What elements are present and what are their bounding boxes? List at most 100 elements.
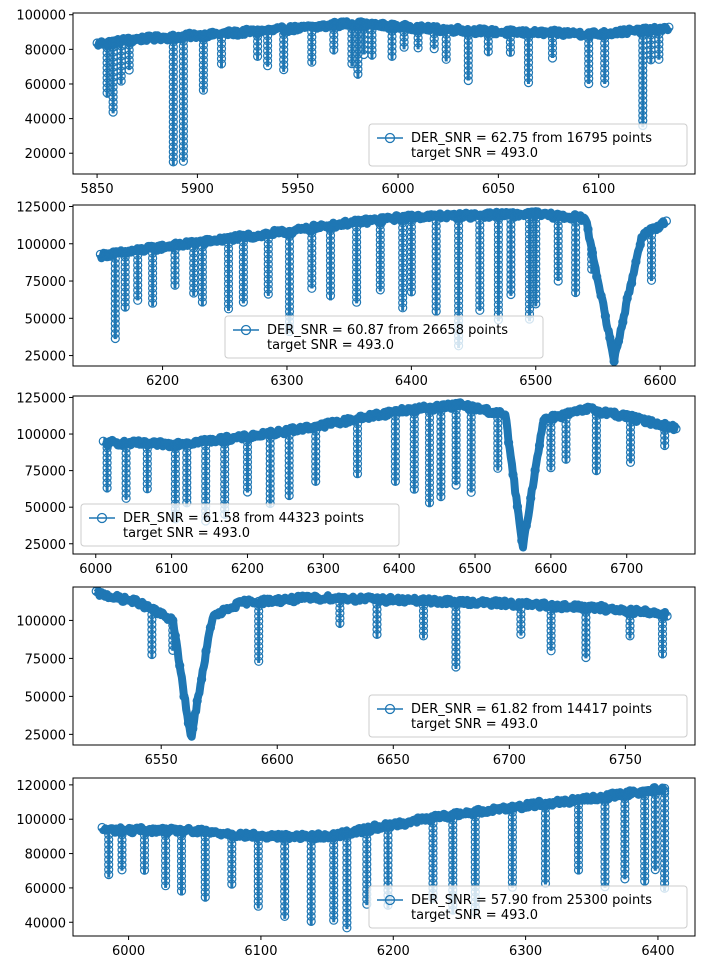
data-point xyxy=(316,21,326,31)
data-point xyxy=(117,596,128,606)
data-point xyxy=(353,44,363,54)
data-point xyxy=(201,481,211,491)
x-tick-label: 6050 xyxy=(482,182,515,197)
data-point xyxy=(242,437,253,447)
data-point xyxy=(470,837,480,847)
data-point xyxy=(244,829,254,840)
data-point xyxy=(622,410,633,420)
data-point xyxy=(657,649,668,659)
data-point xyxy=(466,457,476,467)
data-point xyxy=(383,840,393,850)
data-point xyxy=(600,48,610,58)
data-point xyxy=(436,417,446,427)
data-point xyxy=(102,68,112,78)
data-point xyxy=(622,293,632,303)
data-point xyxy=(564,798,575,808)
data-point xyxy=(145,824,155,835)
data-point xyxy=(201,446,211,456)
data-point xyxy=(620,804,630,814)
data-point xyxy=(352,439,363,449)
data-point xyxy=(600,43,610,53)
data-point xyxy=(201,471,211,481)
data-point xyxy=(92,38,102,48)
absorption-line-2 xyxy=(121,438,131,503)
data-point xyxy=(581,652,591,663)
absorption-line-18 xyxy=(431,211,441,316)
data-point xyxy=(120,302,130,312)
data-point xyxy=(570,252,581,263)
data-point xyxy=(335,593,345,603)
data-point xyxy=(265,448,275,459)
data-point xyxy=(182,463,192,473)
data-point xyxy=(142,459,152,469)
data-point xyxy=(584,53,594,64)
data-point xyxy=(657,639,668,649)
data-point xyxy=(600,797,610,807)
data-point xyxy=(352,247,362,257)
data-point xyxy=(363,592,374,602)
data-point xyxy=(117,855,127,865)
data-point xyxy=(650,794,660,805)
data-point xyxy=(200,877,210,887)
data-point xyxy=(324,593,334,603)
data-point xyxy=(142,474,152,484)
data-point xyxy=(352,414,363,424)
data-point xyxy=(657,644,668,654)
data-point xyxy=(352,267,362,277)
data-point xyxy=(424,438,435,448)
data-point xyxy=(399,42,409,52)
data-point xyxy=(517,535,527,546)
absorption-line-14 xyxy=(352,217,362,307)
y-tick-label: 60000 xyxy=(25,882,66,897)
data-point xyxy=(441,49,451,59)
data-point xyxy=(413,813,423,823)
data-point xyxy=(329,885,339,895)
data-point xyxy=(178,81,188,91)
data-point xyxy=(491,804,501,815)
data-point xyxy=(609,605,620,615)
data-point xyxy=(413,23,423,33)
absorption-line-11 xyxy=(329,830,339,925)
data-point xyxy=(189,248,199,258)
data-point xyxy=(325,251,336,261)
data-point xyxy=(434,596,444,606)
data-point xyxy=(398,303,408,313)
data-point xyxy=(649,419,659,429)
data-point xyxy=(253,26,263,36)
data-point xyxy=(454,241,464,251)
data-point xyxy=(570,267,581,278)
data-point xyxy=(448,855,458,865)
data-point xyxy=(451,647,461,657)
x-tick-label: 6550 xyxy=(145,753,178,768)
data-point xyxy=(531,239,541,249)
data-point xyxy=(107,435,117,446)
data-point xyxy=(506,254,516,265)
data-point xyxy=(352,237,362,247)
data-point xyxy=(436,407,446,417)
data-point xyxy=(618,317,628,327)
data-point xyxy=(454,226,464,236)
data-point xyxy=(451,642,461,652)
data-point xyxy=(424,408,435,418)
data-point xyxy=(102,463,112,473)
data-point xyxy=(311,466,321,476)
data-point xyxy=(352,257,362,267)
absorption-line-10 xyxy=(581,602,591,663)
data-point xyxy=(406,212,416,222)
data-point xyxy=(475,275,485,285)
data-point xyxy=(573,845,584,855)
data-point xyxy=(372,599,382,610)
data-point xyxy=(104,864,114,875)
data-point xyxy=(451,607,461,617)
data-point xyxy=(375,220,385,230)
data-point xyxy=(398,218,408,228)
data-point xyxy=(198,55,208,65)
data-point xyxy=(307,32,317,42)
data-point xyxy=(483,208,493,218)
data-point xyxy=(170,494,180,504)
data-point xyxy=(470,807,480,817)
data-point xyxy=(341,594,352,604)
data-point xyxy=(591,441,602,451)
data-point xyxy=(473,402,483,412)
